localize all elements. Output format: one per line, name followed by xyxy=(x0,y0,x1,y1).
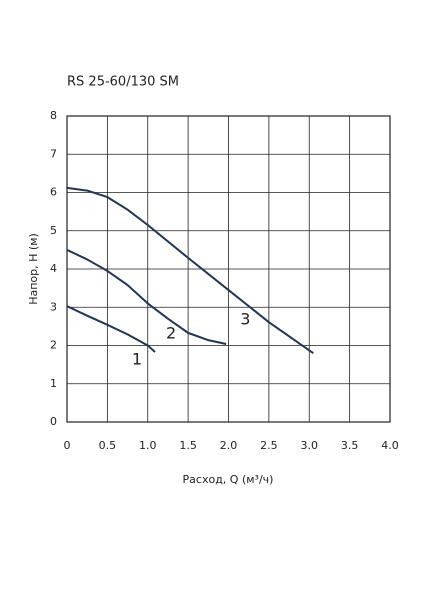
x-tick-label: 3.5 xyxy=(341,439,359,452)
y-tick-label: 4 xyxy=(50,262,57,275)
y-tick-label: 2 xyxy=(50,339,57,352)
x-tick-label: 1.0 xyxy=(139,439,157,452)
x-tick-label: 0 xyxy=(64,439,71,452)
curve-label: 2 xyxy=(166,323,176,342)
curve-label: 1 xyxy=(132,350,142,369)
chart-title: RS 25-60/130 SM xyxy=(67,75,179,90)
y-tick-label: 0 xyxy=(50,415,57,428)
y-axis-label: Напор, H (м) xyxy=(27,233,40,305)
x-tick-label: 0.5 xyxy=(99,439,117,452)
x-tick-label: 2.5 xyxy=(260,439,278,452)
y-tick-label: 7 xyxy=(50,147,57,160)
x-tick-label: 3.0 xyxy=(301,439,319,452)
x-tick-label: 2.0 xyxy=(220,439,238,452)
y-tick-label: 3 xyxy=(50,300,57,313)
y-tick-label: 6 xyxy=(50,186,57,199)
pump-curve xyxy=(66,186,314,354)
pump-curve xyxy=(66,248,227,345)
y-tick-label: 1 xyxy=(50,377,57,390)
pump-curve xyxy=(66,305,156,353)
y-tick-label: 8 xyxy=(50,109,57,122)
x-axis-label: Расход, Q (м³/ч) xyxy=(183,473,274,486)
x-tick-label: 1.5 xyxy=(179,439,197,452)
x-tick-label: 4.0 xyxy=(381,439,399,452)
curve-label: 3 xyxy=(240,310,250,329)
y-tick-label: 5 xyxy=(50,224,57,237)
